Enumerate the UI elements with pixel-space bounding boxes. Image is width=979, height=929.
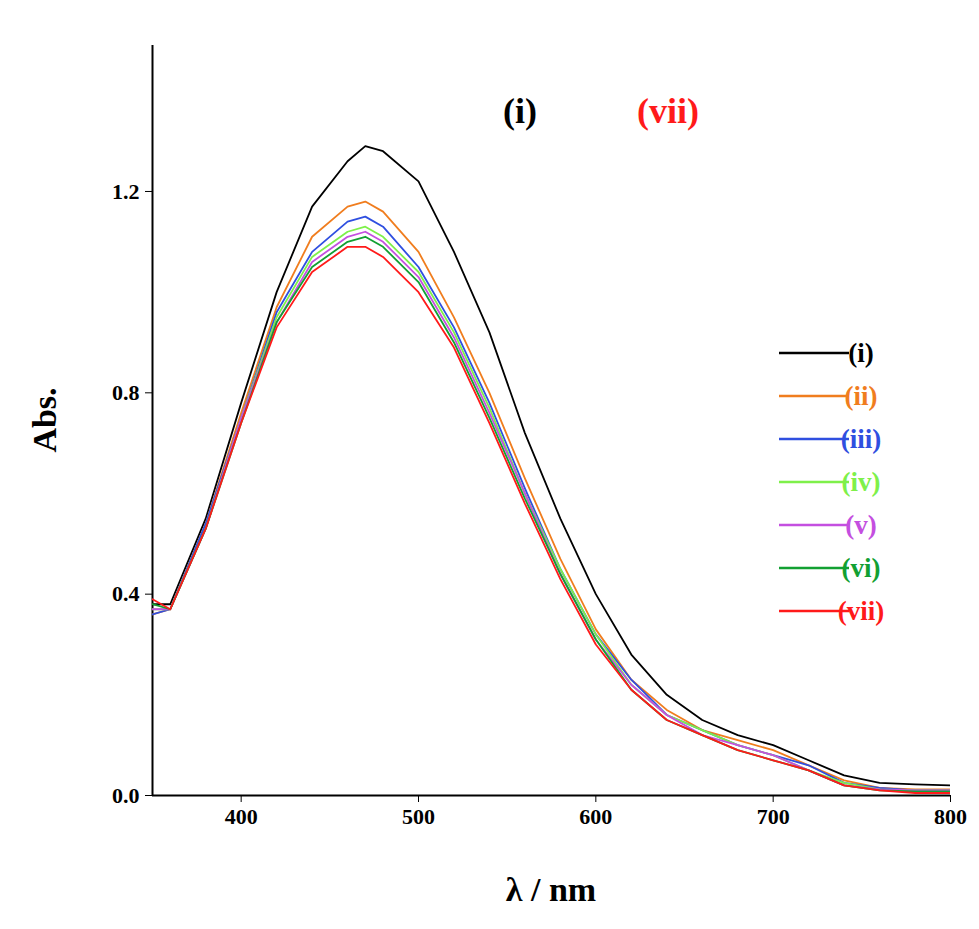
svg-text:0.4: 0.4 xyxy=(112,581,140,606)
svg-text:0.0: 0.0 xyxy=(112,783,140,808)
svg-text:800: 800 xyxy=(934,804,967,829)
svg-text:Abs.: Abs. xyxy=(26,387,63,452)
svg-text:500: 500 xyxy=(402,804,435,829)
svg-text:(vii): (vii) xyxy=(637,91,699,131)
svg-text:λ / nm: λ / nm xyxy=(506,871,596,908)
svg-text:1.2: 1.2 xyxy=(112,179,140,204)
svg-text:700: 700 xyxy=(757,804,790,829)
svg-text:(i): (i) xyxy=(848,338,873,368)
svg-text:(iii): (iii) xyxy=(841,424,882,454)
svg-text:(ii): (ii) xyxy=(845,381,878,411)
svg-text:(v): (v) xyxy=(845,510,876,540)
svg-text:400: 400 xyxy=(225,804,258,829)
svg-text:(i): (i) xyxy=(503,91,537,131)
svg-text:(vi): (vi) xyxy=(842,553,881,583)
svg-text:(iv): (iv) xyxy=(842,467,881,497)
svg-text:(vii): (vii) xyxy=(838,596,885,626)
svg-text:600: 600 xyxy=(579,804,612,829)
svg-text:0.8: 0.8 xyxy=(112,380,140,405)
